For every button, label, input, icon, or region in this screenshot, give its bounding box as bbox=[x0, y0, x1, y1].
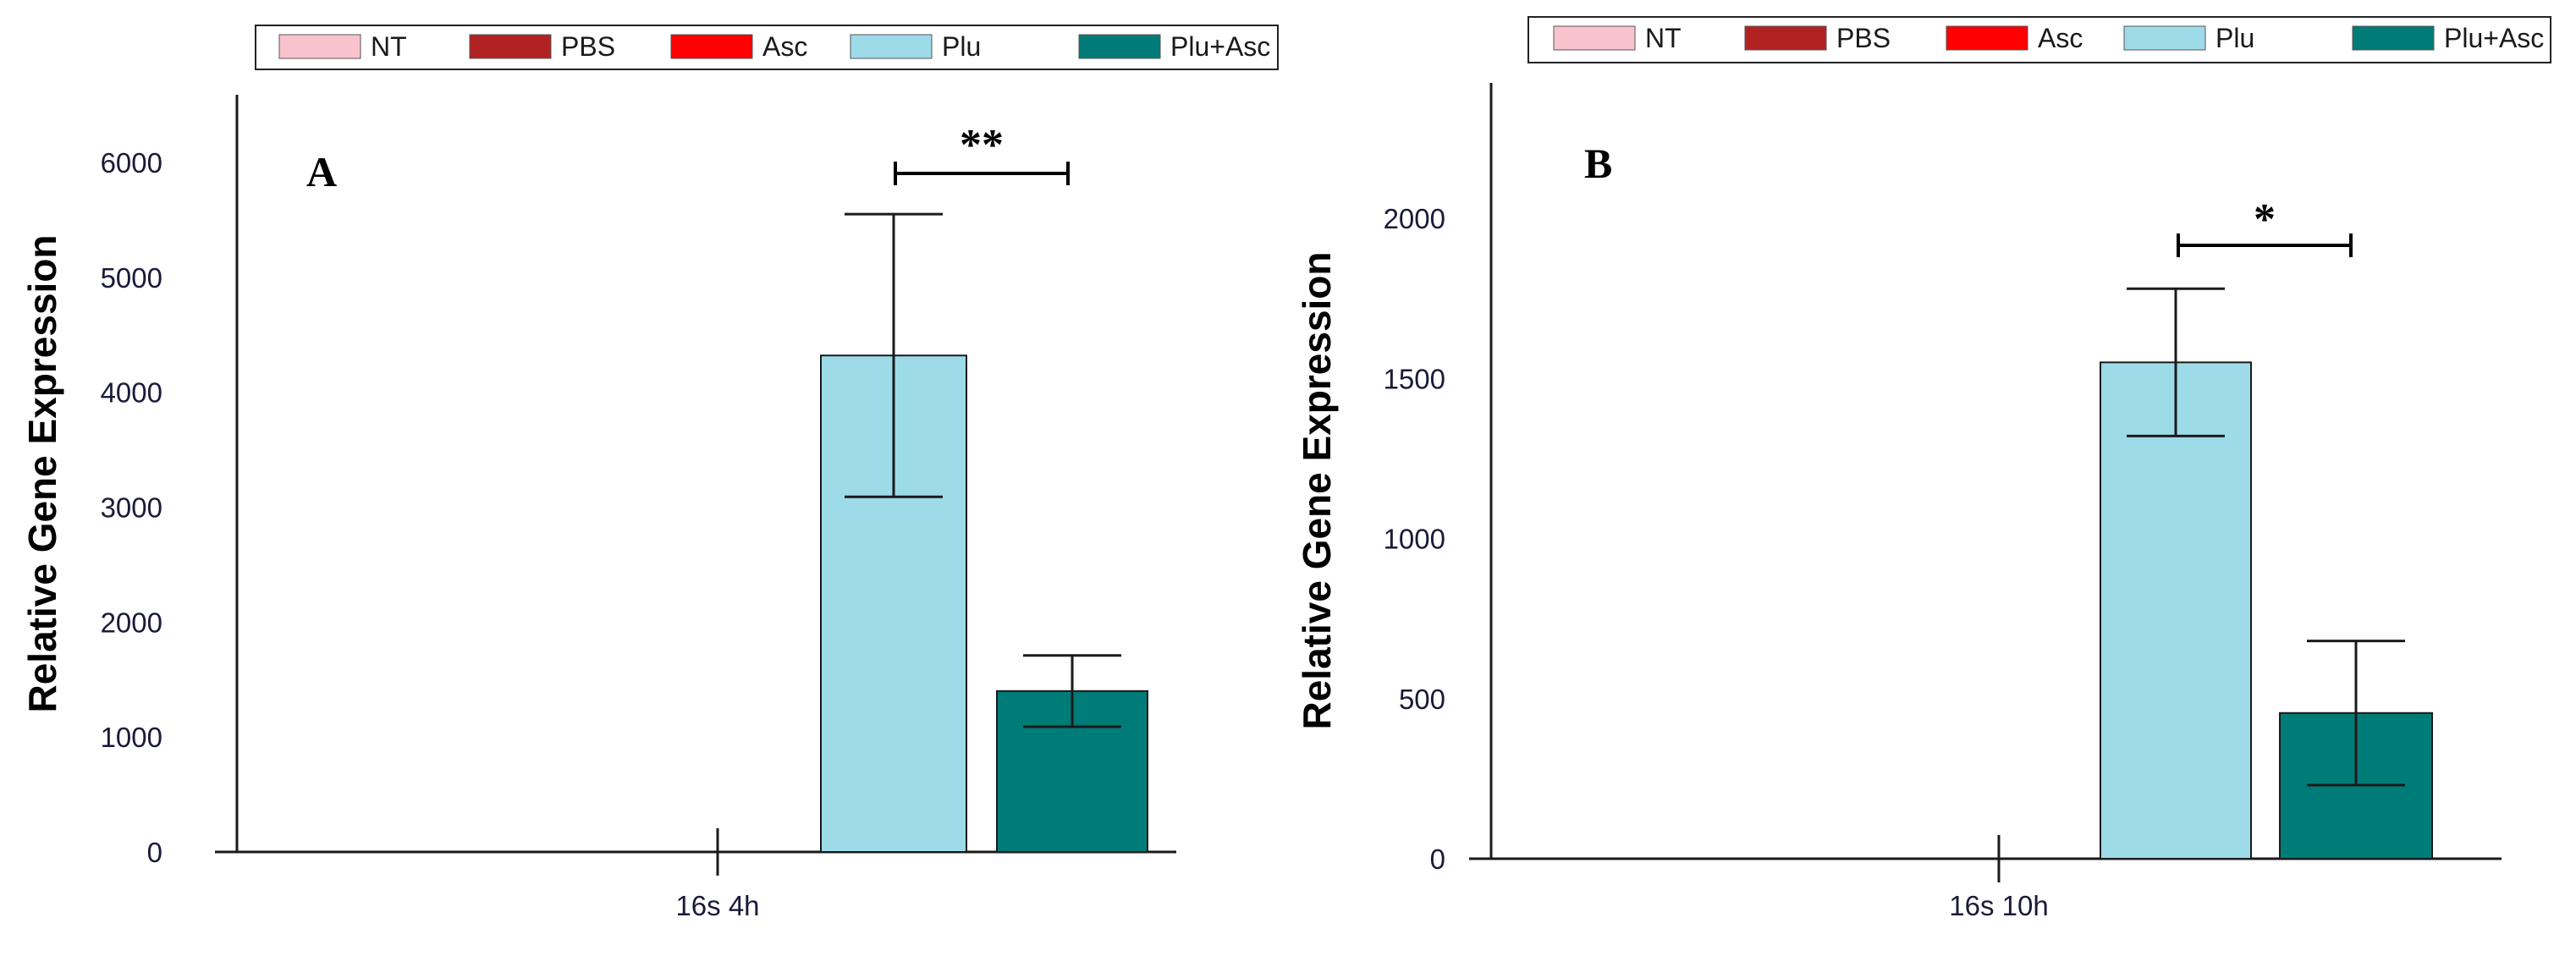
chart-panel-b: NT PBS Asc Plu Plu+Asc 0 500 1000 1500 2000 16s 10… bbox=[1295, 16, 2551, 921]
legend-label-asc: Asc bbox=[2038, 23, 2083, 53]
legend-swatch-pbs bbox=[1744, 25, 1827, 51]
legend-swatch-nt bbox=[278, 34, 361, 59]
legend-label-nt: NT bbox=[371, 31, 407, 62]
legend-label-nt: NT bbox=[1645, 23, 1682, 53]
significance-stars: ** bbox=[960, 121, 1004, 169]
panel-label: B bbox=[1584, 140, 1612, 187]
legend-swatch-plu-asc bbox=[2352, 25, 2435, 51]
legend-swatch-asc bbox=[1946, 25, 2028, 51]
legend-label-plu-asc: Plu+Asc bbox=[1170, 31, 1270, 62]
y-tick-label: 3000 bbox=[101, 492, 162, 524]
panel-label: A bbox=[306, 148, 337, 195]
y-tick-label: 6000 bbox=[101, 147, 162, 179]
y-tick-label: 1000 bbox=[101, 722, 162, 753]
y-tick-label: 0 bbox=[1430, 843, 1445, 875]
significance-stars: * bbox=[2254, 195, 2276, 244]
x-category-label: 16s 10h bbox=[1949, 890, 2048, 921]
y-axis-title: Relative Gene Expression bbox=[20, 234, 64, 712]
y-tick-label: 5000 bbox=[101, 262, 162, 294]
y-tick-label: 1500 bbox=[1384, 363, 1445, 394]
legend-swatch-plu bbox=[2123, 25, 2206, 51]
y-tick-label: 0 bbox=[147, 837, 162, 868]
legend-label-plu: Plu bbox=[2215, 23, 2254, 53]
legend-label-plu-asc: Plu+Asc bbox=[2444, 23, 2544, 53]
y-axis-title: Relative Gene Expression bbox=[1295, 251, 1339, 729]
y-tick-label: 2000 bbox=[101, 607, 162, 638]
y-tick-label: 500 bbox=[1399, 684, 1445, 715]
legend-label-plu: Plu bbox=[942, 31, 981, 62]
legend-label-asc: Asc bbox=[762, 31, 807, 62]
chart-panel-a: NT PBS Asc Plu Plu+Asc 0 1000 2000 3000 4000 5000 6… bbox=[20, 25, 1279, 921]
legend-swatch-plu bbox=[850, 34, 933, 59]
bar-plu bbox=[2100, 361, 2252, 860]
legend-swatch-nt bbox=[1553, 25, 1636, 51]
x-category-label: 16s 4h bbox=[675, 890, 759, 921]
y-tick-label: 2000 bbox=[1384, 203, 1445, 234]
y-tick-label: 4000 bbox=[101, 377, 162, 409]
legend: NT PBS Asc Plu Plu+Asc bbox=[1527, 16, 2551, 63]
legend-swatch-asc bbox=[670, 34, 753, 59]
y-tick-label: 1000 bbox=[1384, 524, 1445, 555]
legend-swatch-plu-asc bbox=[1078, 34, 1161, 59]
legend-label-pbs: PBS bbox=[1836, 23, 1891, 53]
legend-label-pbs: PBS bbox=[561, 31, 615, 62]
legend-swatch-pbs bbox=[469, 34, 552, 59]
legend: NT PBS Asc Plu Plu+Asc bbox=[255, 25, 1279, 70]
